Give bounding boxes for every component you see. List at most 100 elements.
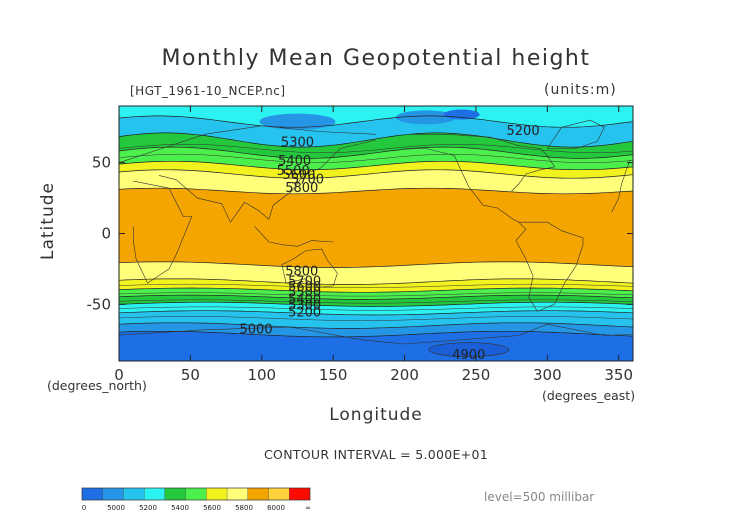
contour-band [119, 302, 633, 315]
contour-label: 5500 [277, 164, 310, 179]
x-axis-units: (degrees_east) [542, 388, 636, 403]
contour-label: 5700 [291, 172, 324, 187]
x-tick-label: 300 [533, 366, 562, 384]
contour-line [119, 261, 633, 268]
colorbar-swatch [289, 487, 311, 501]
x-axis-title: Longitude [329, 405, 423, 425]
contour-label: 5800 [285, 181, 318, 196]
x-tick-label: 50 [181, 366, 200, 384]
contour-line [119, 316, 633, 321]
contour-line [119, 301, 633, 307]
colorbar-tick-label: 6000 [267, 504, 285, 512]
colorbar-swatch [247, 487, 269, 501]
low-pressure-cell [428, 342, 510, 358]
x-tick-label: 150 [319, 366, 348, 384]
low-pressure-cell [259, 113, 336, 130]
coastline [404, 148, 519, 223]
y-tick-label: 0 [101, 225, 111, 243]
contour-line [119, 294, 633, 300]
colorbar-tick-label: ∞ [305, 504, 311, 512]
colorbar-tick-label: 5600 [203, 504, 221, 512]
contour-label: 5400 [288, 293, 321, 308]
contour-band [119, 169, 633, 194]
contour-band [119, 106, 633, 128]
contour-line [119, 299, 633, 304]
y-axis-title: Latitude [38, 182, 58, 260]
contour-band [119, 188, 633, 268]
coastline [411, 134, 555, 192]
contour-line [119, 115, 633, 128]
colorbar-swatch [164, 487, 186, 501]
colorbar-swatch [185, 487, 207, 501]
colorbar-tick-label: 5800 [235, 504, 253, 512]
low-pressure-cell [395, 110, 456, 125]
colorbar-swatch [268, 487, 290, 501]
contour-line [119, 278, 633, 285]
plot-area [119, 106, 633, 361]
contour-label: 5200 [288, 305, 321, 320]
contour-line [119, 153, 633, 163]
x-tick-label: 350 [604, 366, 633, 384]
colorbar-tick-label: 5000 [107, 504, 125, 512]
contour-band [119, 288, 633, 300]
contour-band [119, 295, 633, 307]
contour-line [119, 146, 633, 159]
coastline [547, 119, 605, 149]
contour-label: 5500 [288, 286, 321, 301]
contour-label: 5300 [281, 135, 314, 150]
colorbar-frame [81, 487, 311, 501]
contour-line [119, 132, 633, 148]
contour-interval-label: CONTOUR INTERVAL = 5.000E+01 [264, 447, 488, 462]
colorbar-swatch [81, 487, 103, 501]
contour-label: 5000 [240, 322, 273, 337]
units-label: (units:m) [544, 82, 617, 98]
y-tick-label: 50 [92, 154, 111, 172]
contour-line [119, 187, 633, 195]
contour-line [119, 330, 633, 338]
x-tick-label: 0 [114, 366, 124, 384]
coastline [281, 248, 338, 288]
colorbar-swatch [123, 487, 145, 501]
colorbar-swatch [226, 487, 248, 501]
y-axis-units: (degrees_north) [47, 378, 147, 393]
contour-label: 5200 [507, 124, 540, 139]
contour-label: 4900 [452, 348, 485, 363]
x-tick-label: 250 [462, 366, 491, 384]
contour-band [119, 331, 633, 361]
x-tick-label: 100 [247, 366, 276, 384]
x-tick-label: 200 [390, 366, 419, 384]
coastline [119, 323, 633, 345]
colorbar-swatch [102, 487, 124, 501]
contour-line [119, 144, 633, 153]
colorbar-tick-label: 5200 [139, 504, 157, 512]
coastline [158, 139, 377, 223]
coastline [515, 221, 584, 312]
coastline [254, 226, 334, 247]
contour-band [119, 115, 633, 148]
contour-line [119, 306, 633, 311]
contour-label: 5700 [288, 274, 321, 289]
contour-label: 5800 [285, 264, 318, 279]
contour-band [119, 322, 633, 337]
contour-band [119, 132, 633, 159]
contour-line [119, 292, 633, 297]
y-tick-label: -50 [87, 295, 112, 313]
file-label: [HGT_1961-10_NCEP.nc] [130, 84, 286, 98]
coastline [119, 125, 377, 163]
colorbar-tick-label: 0 [82, 504, 86, 512]
level-label: level=500 millibar [484, 490, 595, 504]
coastline [133, 180, 193, 284]
contour-label: 5300 [288, 298, 321, 313]
contour-label: 5600 [288, 280, 321, 295]
contour-line [119, 169, 633, 179]
contour-label: 5600 [282, 168, 315, 183]
coastline [611, 159, 631, 213]
colorbar-swatch [144, 487, 166, 501]
chart-title: Monthly Mean Geopotential height [161, 46, 591, 71]
contour-line [119, 322, 633, 329]
contour-line [119, 283, 633, 288]
colorbar-tick-label: 5400 [171, 504, 189, 512]
contour-label: 5400 [278, 154, 311, 169]
contour-line [119, 287, 633, 293]
